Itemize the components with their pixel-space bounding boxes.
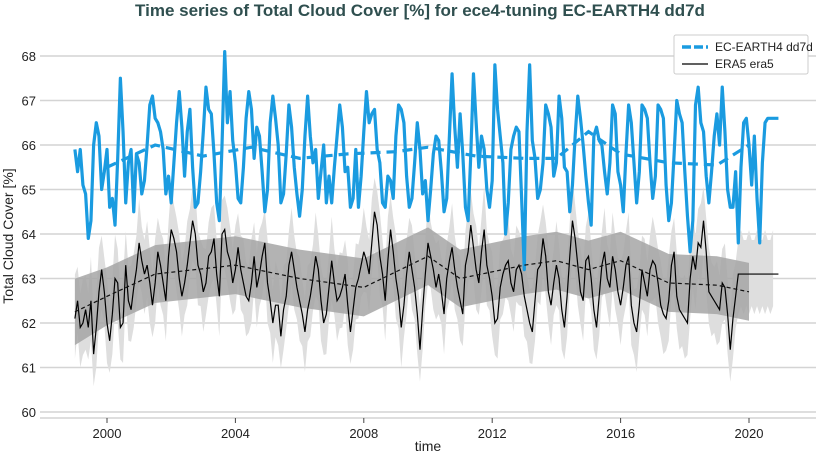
y-tick-label: 60 (22, 405, 36, 420)
y-axis-label: Total Cloud Cover [%] (0, 168, 16, 303)
series-lines (73, 49, 779, 355)
ticks: 60 61 62 63 64 65 66 67 68 2000 2004 2008 2012 2016 20… (22, 49, 764, 441)
era5-series-line (74, 211, 779, 355)
legend: EC-EARTH4 dd7d ERA5 era5 (673, 34, 813, 75)
y-tick-label: 63 (22, 272, 36, 287)
era5-rolling-mean (74, 255, 750, 313)
chart-title: Time series of Total Cloud Cover [%] for… (135, 1, 705, 20)
x-tick-label: 2020 (735, 426, 764, 441)
y-tick-label: 64 (22, 227, 36, 242)
legend-obs-label: ERA5 era5 (715, 57, 774, 71)
era5-rolling-band (74, 227, 749, 346)
y-tick-label: 68 (22, 49, 36, 64)
y-tick-label: 65 (22, 183, 36, 198)
era5-bands (74, 176, 774, 387)
y-tick-label: 61 (22, 361, 36, 376)
x-tick-label: 2000 (93, 426, 122, 441)
model-rolling-mean (106, 129, 750, 169)
x-tick-label: 2012 (478, 426, 507, 441)
x-tick-label: 2004 (221, 426, 250, 441)
y-tick-label: 67 (22, 94, 36, 109)
x-tick-label: 2008 (349, 426, 378, 441)
model-series-line (73, 49, 779, 272)
y-tick-label: 66 (22, 138, 36, 153)
x-tick-label: 2016 (606, 426, 635, 441)
y-tick-label: 62 (22, 316, 36, 331)
legend-model-label: EC-EARTH4 dd7d (715, 40, 813, 54)
x-axis-label: time (415, 438, 442, 454)
